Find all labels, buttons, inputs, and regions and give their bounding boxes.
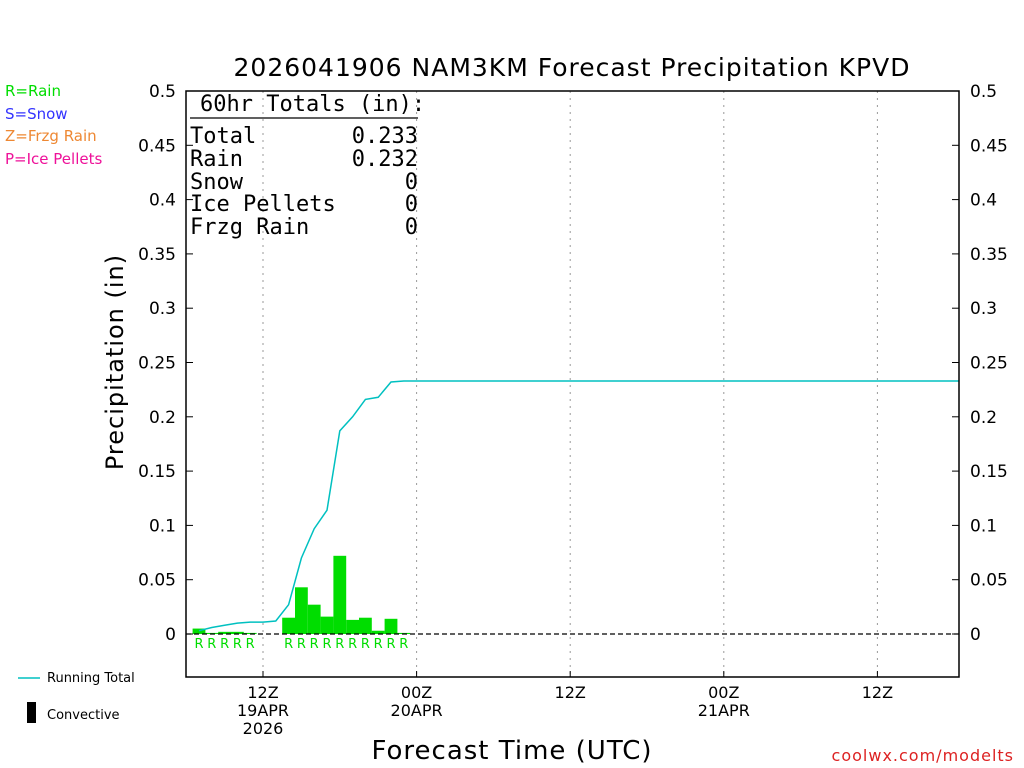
totals-value-rain: 0.232 [352, 147, 418, 172]
running-total-legend-label: Running Total [47, 671, 135, 686]
precip-type-label: R [284, 637, 293, 652]
precip-type-label: R [335, 637, 344, 652]
x-axis-label: Forecast Time (UTC) [371, 736, 652, 766]
x-tick-label: 19APR [237, 701, 289, 720]
precip-type-label: R [322, 637, 331, 652]
plot-frame [185, 90, 960, 678]
precip-bar [295, 587, 308, 634]
y-tick-label-right: 0.45 [970, 136, 1008, 156]
precip-bar [346, 619, 359, 634]
running-total-line [198, 380, 959, 632]
y-tick-label-right: 0.2 [970, 408, 997, 428]
totals-value-total: 0.233 [352, 124, 418, 149]
y-tick-label-left: 0.2 [149, 408, 176, 428]
precip-bar [218, 631, 231, 634]
totals-box: 60hr Totals (in): Total 0.233 Rain 0.232… [190, 92, 425, 240]
precip-type-legend: R=Rain S=Snow Z=Frzg Rain P=Ice Pellets [5, 82, 102, 168]
y-tick-label-left: 0.05 [138, 571, 176, 591]
y-tick-label-right: 0.35 [970, 245, 1008, 265]
y-tick-label-right: 0.1 [970, 516, 997, 536]
credit-text: coolwx.com/modelts [832, 746, 1014, 765]
y-tick-label-left: 0.35 [138, 245, 176, 265]
x-tick-label: 00Z [401, 683, 432, 702]
y-tick-label-right: 0 [970, 625, 981, 645]
x-tick-label: 12Z [862, 683, 893, 702]
precip-type-label: R [207, 637, 216, 652]
x-tick-label: 00Z [708, 683, 739, 702]
precip-type-label: R [220, 637, 229, 652]
precip-type-label: R [399, 637, 408, 652]
y-tick-label-right: 0.5 [970, 82, 997, 102]
totals-value-ice-pellets: 0 [405, 192, 418, 217]
totals-value-frzg-rain: 0 [405, 215, 418, 240]
precip-bar [231, 631, 244, 634]
x-tick-label: 21APR [698, 701, 750, 720]
precip-bar [282, 617, 295, 634]
precip-type-label: R [386, 637, 395, 652]
x-tick-label: 12Z [247, 683, 278, 702]
gridlines [262, 91, 878, 677]
convective-legend-marker [27, 702, 36, 723]
y-tick-label-left: 0.45 [138, 136, 176, 156]
precip-bars [192, 555, 411, 634]
convective-legend-label: Convective [47, 708, 120, 723]
y-tick-label-left: 0 [165, 625, 176, 645]
totals-label-ice-pellets: Ice Pellets [190, 192, 336, 217]
y-tick-label-left: 0.15 [138, 462, 176, 482]
chart-title: 2026041906 NAM3KM Forecast Precipitation… [234, 53, 911, 82]
y-tick-label-left: 0.5 [149, 82, 176, 102]
precip-type-label: R [348, 637, 357, 652]
y-axis-label: Precipitation (in) [101, 254, 129, 470]
precip-type-label: R [233, 637, 242, 652]
precip-bar [371, 630, 385, 634]
precip-type-label: R [246, 637, 255, 652]
totals-label-snow: Snow [190, 170, 244, 195]
y-axis-ticks: 0 00.05 0.050.1 0.10.15 0.150.2 0.20.25 0.250.… [138, 82, 1008, 645]
x-tick-label: 20APR [391, 701, 443, 720]
y-tick-label-left: 0.3 [149, 299, 176, 319]
bottom-legend: Running Total Convective [18, 671, 135, 723]
type-legend-snow: S=Snow [5, 105, 68, 123]
y-tick-label-left: 0.25 [138, 354, 176, 374]
precip-type-label: R [194, 637, 203, 652]
type-legend-rain: R=Rain [5, 82, 61, 100]
x-tick-label: 2026 [243, 719, 284, 738]
totals-label-total: Total [190, 124, 256, 149]
y-tick-label-right: 0.4 [970, 191, 997, 211]
totals-label-frzg-rain: Frzg Rain [190, 215, 309, 240]
precip-type-label: R [374, 637, 383, 652]
precip-bar [320, 616, 334, 634]
precip-bar [384, 618, 398, 634]
precip-bar [307, 604, 321, 634]
type-legend-ice-pellets: P=Ice Pellets [5, 150, 102, 168]
precip-type-label: R [297, 637, 306, 652]
precip-bar [333, 555, 347, 634]
y-tick-label-right: 0.05 [970, 571, 1008, 591]
y-tick-label-right: 0.25 [970, 354, 1008, 374]
y-tick-label-right: 0.15 [970, 462, 1008, 482]
type-legend-frzg-rain: Z=Frzg Rain [5, 127, 97, 145]
totals-label-rain: Rain [190, 147, 243, 172]
x-tick-label: 12Z [555, 683, 586, 702]
precip-bar [359, 617, 372, 634]
y-tick-label-right: 0.3 [970, 299, 997, 319]
precip-bar [192, 628, 206, 634]
precip-type-label: R [361, 637, 370, 652]
y-tick-label-left: 0.4 [149, 191, 176, 211]
y-tick-label-left: 0.1 [149, 516, 176, 536]
totals-heading: 60hr Totals (in): [200, 92, 425, 117]
precip-type-label: R [310, 637, 319, 652]
totals-value-snow: 0 [405, 170, 418, 195]
